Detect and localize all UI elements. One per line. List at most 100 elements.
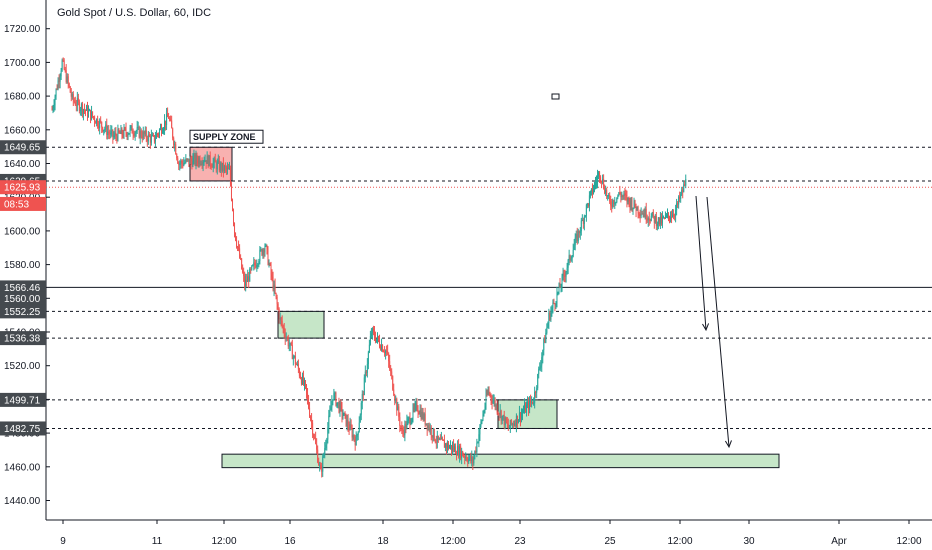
candle-body xyxy=(530,399,532,403)
candle-body xyxy=(639,214,641,217)
demand-zone-box[interactable] xyxy=(221,453,780,469)
candle-body xyxy=(166,113,168,125)
candle-body xyxy=(298,369,300,376)
candle-body xyxy=(366,364,368,373)
price-tag xyxy=(0,180,46,195)
projection-arrow-line[interactable] xyxy=(706,196,730,448)
candle-body xyxy=(118,129,120,133)
price-tag xyxy=(0,291,46,306)
candle-body xyxy=(675,210,677,216)
candle-body xyxy=(158,129,160,135)
candle-body xyxy=(126,133,128,137)
candle-body xyxy=(368,344,370,353)
candle-body xyxy=(88,111,90,117)
candle-body xyxy=(347,419,349,427)
candle-body xyxy=(461,451,463,459)
candle-body xyxy=(280,317,282,321)
candle-body xyxy=(176,154,178,159)
candle-body xyxy=(436,435,438,443)
candle-body xyxy=(407,418,409,421)
candle-body xyxy=(293,355,295,357)
candle-body xyxy=(395,398,397,400)
candle-body xyxy=(164,120,166,130)
candle-body xyxy=(260,249,262,251)
small-rectangle-drawing[interactable] xyxy=(551,93,560,100)
candle-body xyxy=(191,161,193,167)
candle-body xyxy=(493,399,495,401)
candle-body xyxy=(405,424,407,429)
candle-body xyxy=(625,194,627,196)
candle-body xyxy=(554,303,556,306)
candle-body xyxy=(458,445,460,457)
candle-body xyxy=(289,342,291,346)
candle-body xyxy=(230,184,232,200)
candle-body xyxy=(69,86,71,93)
candle-body xyxy=(255,264,257,268)
candle-body xyxy=(665,215,667,217)
price-tag xyxy=(0,331,46,346)
candle-body xyxy=(281,320,283,326)
candle-body xyxy=(125,128,127,134)
candle-body xyxy=(139,130,141,138)
candle-body xyxy=(414,404,416,409)
candle-body xyxy=(599,172,601,178)
price-tag-label: 1566.46 xyxy=(4,283,41,294)
candle-body xyxy=(541,357,543,366)
projection-arrow-line[interactable] xyxy=(695,195,707,331)
candle-body xyxy=(551,307,553,312)
candle-body xyxy=(470,455,472,461)
candle-body xyxy=(402,429,404,432)
candle-body xyxy=(200,163,202,165)
candle-body xyxy=(375,338,377,342)
candle-body xyxy=(610,201,612,206)
candle-body xyxy=(583,216,585,224)
candle-body xyxy=(581,219,583,221)
candle-body xyxy=(429,427,431,431)
candle-body xyxy=(185,158,187,163)
candle-body xyxy=(501,415,503,421)
candle-body xyxy=(92,111,94,117)
candle-body xyxy=(454,446,456,450)
candle-body xyxy=(514,423,516,426)
projection-arrow-head xyxy=(724,440,732,449)
candle-body xyxy=(90,109,92,120)
price-tag-label: 1482.75 xyxy=(4,424,41,435)
candle-body xyxy=(165,120,167,125)
candle-body xyxy=(400,425,402,428)
candle-body xyxy=(55,88,57,97)
candle-body xyxy=(301,375,303,384)
candle-body xyxy=(121,128,123,135)
candle-body xyxy=(390,368,392,372)
candle-body xyxy=(677,203,679,205)
candle-body xyxy=(637,206,639,214)
price-tick-label: 1580.00 xyxy=(4,260,41,271)
candle-body xyxy=(499,410,501,415)
candle-body xyxy=(262,249,264,255)
candle-body xyxy=(157,134,159,136)
candle-body xyxy=(259,249,261,261)
candle-body xyxy=(352,434,354,438)
candle-body xyxy=(186,158,188,160)
candle-body xyxy=(585,205,587,216)
candle-body xyxy=(612,200,614,207)
price-tick-label: 1660.00 xyxy=(4,125,41,136)
candle-body xyxy=(495,404,497,407)
candle-body xyxy=(524,404,526,412)
candle-body xyxy=(134,132,136,136)
candle-body xyxy=(355,436,357,446)
price-tag xyxy=(0,392,46,407)
candle-body xyxy=(226,167,228,170)
candle-body xyxy=(643,213,645,217)
candle-body xyxy=(582,219,584,224)
candle-body xyxy=(518,412,520,420)
candle-body xyxy=(172,128,174,139)
candle-body xyxy=(532,401,534,404)
candle-body xyxy=(297,364,299,370)
candle-body xyxy=(430,427,432,436)
candle-body xyxy=(175,144,177,155)
candle-body xyxy=(388,353,390,362)
candle-body xyxy=(295,364,297,366)
candle-body xyxy=(86,106,88,117)
candle-body xyxy=(647,218,649,221)
